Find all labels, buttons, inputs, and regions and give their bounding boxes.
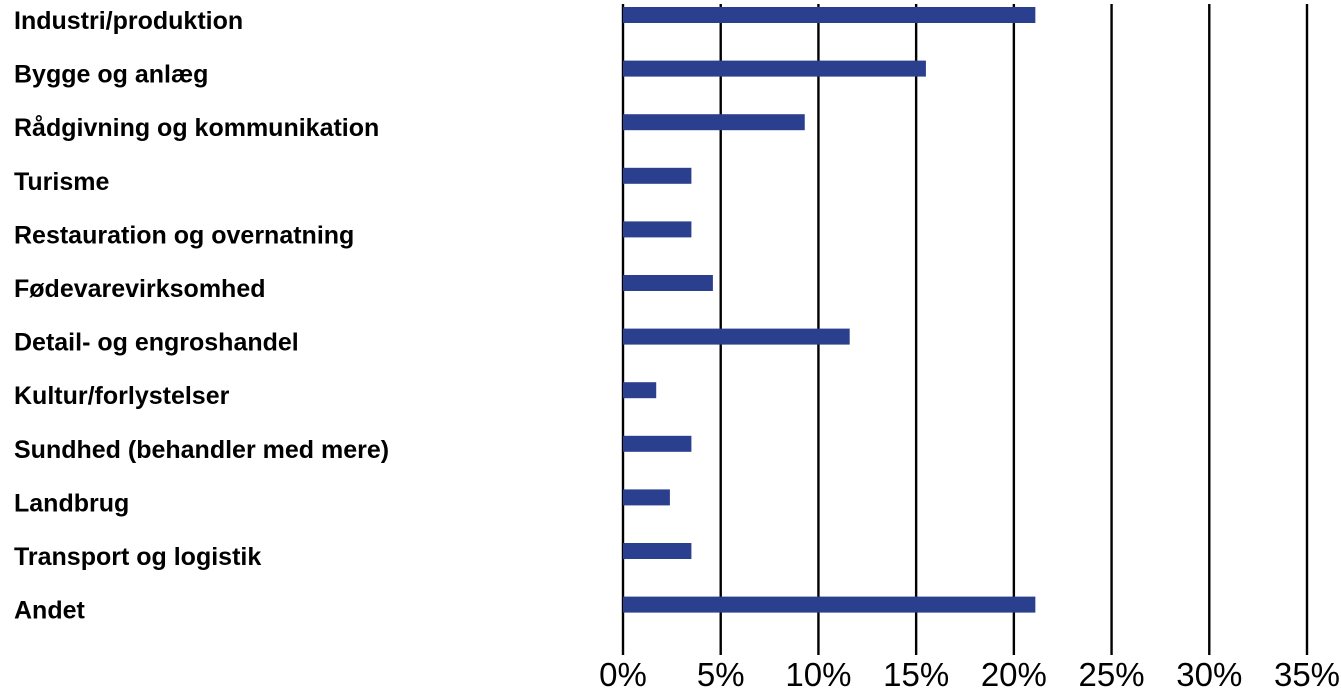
x-tick-label: 5% xyxy=(697,656,745,693)
x-tick-label: 10% xyxy=(785,656,851,693)
category-label: Industri/produktion xyxy=(14,7,243,35)
bar xyxy=(623,543,692,559)
category-label: Sundhed (behandler med mere) xyxy=(14,436,389,464)
category-label: Restauration og overnatning xyxy=(14,221,354,249)
bar xyxy=(623,221,692,238)
bar xyxy=(623,275,713,291)
category-label: Detail- og engroshandel xyxy=(14,329,299,357)
category-label: Rådgivning og kommunikation xyxy=(14,114,379,142)
category-label: Turisme xyxy=(14,168,109,196)
bar xyxy=(623,435,692,452)
bar xyxy=(623,328,850,345)
x-axis-tick-labels: 0% 5% 10% 15% 20% 25% 30% 35% xyxy=(599,656,1340,693)
x-tick-label: 25% xyxy=(1079,656,1145,693)
bar xyxy=(623,596,1036,613)
bar xyxy=(623,382,657,399)
bar xyxy=(623,167,692,184)
category-label: Fødevarevirksomhed xyxy=(14,275,266,303)
x-tick-label: 15% xyxy=(883,656,949,693)
category-label: Transport og logistik xyxy=(14,543,261,571)
x-tick-label: 20% xyxy=(981,656,1047,693)
category-label: Bygge og anlæg xyxy=(14,61,208,89)
bars xyxy=(623,7,1036,613)
bar xyxy=(623,114,805,131)
bar xyxy=(623,489,670,506)
bar xyxy=(623,7,1036,23)
bar xyxy=(623,60,926,77)
category-label: Kultur/forlystelser xyxy=(14,382,230,410)
category-label: Landbrug xyxy=(14,489,129,517)
x-tick-label: 35% xyxy=(1274,656,1340,693)
x-tick-label: 0% xyxy=(599,656,647,693)
x-tick-label: 30% xyxy=(1176,656,1242,693)
category-labels: Industri/produktion Bygge og anlæg Rådgivn… xyxy=(14,7,389,625)
category-label: Andet xyxy=(14,597,86,625)
